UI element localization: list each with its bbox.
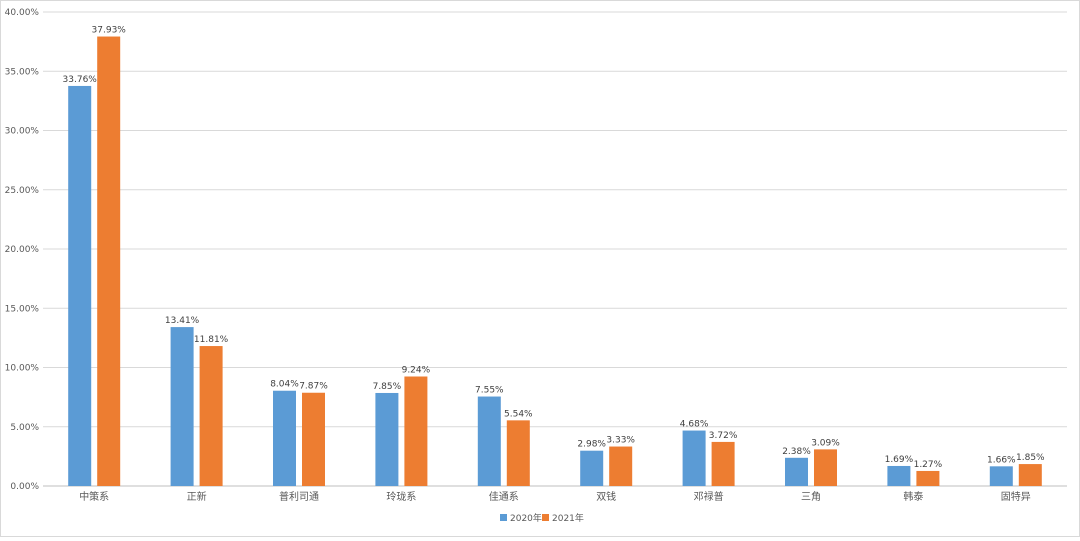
y-tick-label: 15.00% — [5, 304, 40, 314]
bar-series2 — [609, 446, 633, 486]
category-label: 双钱 — [596, 490, 616, 503]
bar-series2 — [404, 376, 428, 486]
bar-series1 — [682, 430, 706, 486]
bar-series2 — [199, 346, 223, 486]
data-label: 5.54% — [504, 409, 533, 419]
bar-series1 — [170, 327, 194, 486]
data-label: 1.66% — [987, 455, 1016, 465]
data-label: 3.72% — [709, 431, 738, 441]
legend-label: 2021年 — [552, 512, 584, 524]
data-label: 11.81% — [194, 335, 229, 345]
data-label: 1.85% — [1016, 453, 1045, 463]
legend-label: 2020年 — [510, 512, 542, 524]
bar-series1 — [580, 450, 604, 486]
y-axis-ticks: 0.00% 5.00% 10.00% 15.00% 20.00% 25.00% 30.00%… — [5, 8, 40, 492]
data-label: 4.68% — [680, 420, 709, 430]
data-label: 7.87% — [299, 382, 328, 392]
legend-swatch — [500, 514, 507, 521]
y-tick-label: 20.00% — [5, 245, 40, 255]
data-label: 1.27% — [914, 460, 943, 470]
y-tick-label: 25.00% — [5, 186, 40, 196]
data-label: 8.04% — [270, 380, 299, 390]
bar-series2 — [814, 449, 837, 486]
data-label: 7.85% — [373, 382, 402, 392]
y-tick-label: 40.00% — [5, 8, 40, 18]
category-label: 中策系 — [79, 490, 109, 503]
data-label: 13.41% — [165, 316, 200, 326]
category-label: 佳通系 — [489, 490, 519, 503]
bar-series1 — [273, 390, 296, 486]
category-label: 邓禄普 — [694, 490, 724, 503]
legend-swatch — [542, 514, 549, 521]
data-label: 3.09% — [811, 438, 840, 448]
data-label: 9.24% — [402, 366, 431, 376]
category-label: 玲珑系 — [386, 491, 416, 503]
category-label: 三角 — [801, 491, 821, 503]
bar-series1 — [887, 465, 911, 486]
y-tick-label: 30.00% — [5, 127, 40, 137]
y-tick-label: 0.00% — [10, 482, 39, 492]
bar-series1 — [989, 466, 1013, 486]
legend: 2020年 2021年 — [500, 512, 584, 524]
bar-series1 — [375, 392, 399, 486]
bar-series2 — [711, 441, 735, 486]
category-label: 韩泰 — [903, 490, 923, 503]
bar-series1 — [785, 457, 808, 486]
bar-series2 — [97, 36, 121, 486]
bars — [68, 36, 1042, 486]
bar-series1 — [68, 85, 92, 486]
category-label: 普利司通 — [279, 490, 319, 503]
x-axis-categories: 中策系 正新 普利司通 玲珑系 佳通系 双钱 邓禄普 三角 韩泰 固特异 — [79, 490, 1031, 503]
bar-series2 — [916, 470, 940, 486]
y-tick-label: 10.00% — [5, 364, 40, 374]
bar-series2 — [302, 392, 325, 486]
y-tick-label: 35.00% — [5, 67, 40, 77]
gridlines — [43, 11, 1067, 487]
data-label: 2.98% — [577, 440, 606, 450]
data-label: 1.69% — [885, 455, 914, 465]
bar-series2 — [506, 420, 530, 486]
category-label: 正新 — [187, 490, 207, 503]
bar-series1 — [477, 396, 501, 486]
data-label: 2.38% — [782, 447, 811, 457]
data-label: 33.76% — [63, 75, 98, 85]
data-labels: 33.76% 37.93% 13.41% 11.81% 8.04% 7.87% 7.85%9… — [63, 26, 1046, 470]
category-label: 固特异 — [1001, 491, 1031, 503]
bar-series2 — [1018, 464, 1042, 486]
y-tick-label: 5.00% — [10, 423, 39, 433]
data-label: 7.55% — [475, 386, 504, 396]
data-label: 37.93% — [92, 26, 127, 36]
data-label: 3.33% — [606, 436, 635, 446]
